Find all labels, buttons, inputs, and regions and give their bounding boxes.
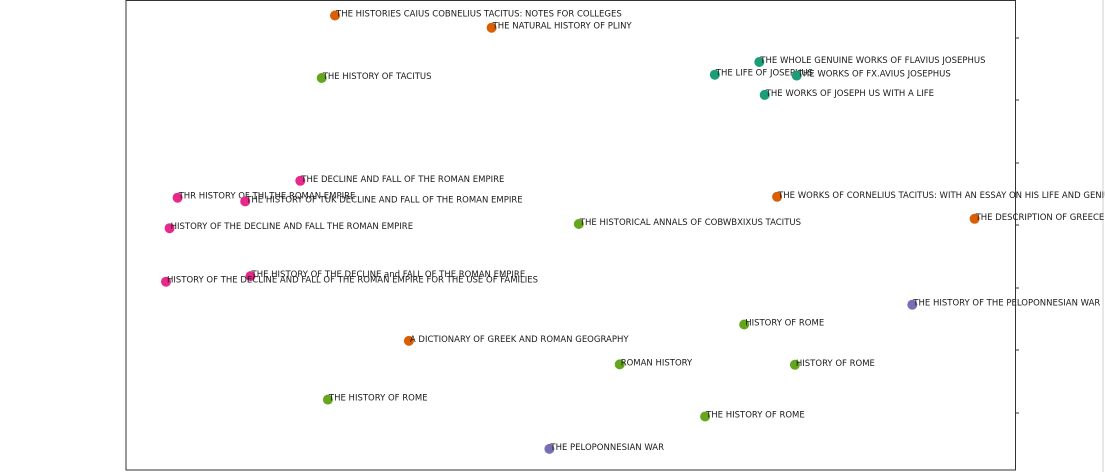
point-label: THE WORKS OF JOSEPH US WITH A LIFE (765, 89, 934, 99)
data-point (789, 359, 800, 370)
point-label: THE HISTORY OF ROME (328, 394, 428, 404)
point-label: HISTORY OF THE DECLINE AND FALL THE ROMA… (171, 222, 414, 232)
point-label: THE HISTORY OF THE PELOPONNESIAN WAR (912, 299, 1100, 309)
data-point (330, 10, 340, 21)
data-point (295, 175, 306, 186)
data-point (172, 192, 183, 203)
data-point (969, 213, 980, 224)
data-point (240, 196, 251, 207)
point-label: HISTORY OF ROME (796, 359, 875, 369)
data-point (316, 73, 327, 83)
point-label: THE HISTORY OF THE DECLINE and FALL OF T… (251, 270, 526, 280)
data-point (573, 219, 584, 229)
data-point (700, 411, 711, 422)
data-points: THE HISTORIES CAIUS COBNELIUS TACITUS: N… (161, 10, 1105, 454)
point-label: THE HISTORY OF TUK DECLINE AND FALL OF T… (245, 195, 522, 205)
data-point (486, 22, 497, 33)
point-label: THE LIFE OF JOSEPHUS (715, 69, 813, 79)
right-axis-ticks (1015, 37, 1019, 414)
point-label: THE HISTORIES CAIUS COBNELIUS TACITUS: N… (335, 10, 622, 20)
data-point (739, 319, 750, 330)
point-label: THE DESCRIPTION OF GREECE (975, 213, 1105, 223)
data-point (544, 443, 555, 454)
point-label: THE HISTORICAL ANNALS OF COBWBXIXUS TACI… (579, 218, 801, 228)
point-label: THE WHOLE GENUINE WORKS OF FLAVIUS JOSEP… (759, 56, 985, 66)
point-label: HISTORY OF ROME (745, 319, 824, 329)
point-label: THE HISTORY OF TACITUS (322, 72, 432, 82)
point-label: THR HISTORY OF THI THE ROMAN EMPIRE (178, 192, 356, 202)
point-label: THE HISTORY OF ROME (705, 411, 805, 421)
data-point (772, 191, 783, 202)
point-label: THE PELOPONNESIAN WAR (549, 443, 664, 453)
data-point (245, 271, 256, 282)
point-label: THE WORKS OF CORNELIUS TACITUS: WITH AN … (777, 191, 1105, 201)
data-point (164, 223, 175, 234)
point-label: ROMAN HISTORY (621, 358, 693, 368)
data-point (791, 70, 802, 81)
point-label: HISTORY OF THE DECLINE AND FALL OF THE R… (167, 276, 538, 286)
data-point (754, 57, 765, 67)
data-point (614, 359, 625, 370)
point-label: A DICTIONARY OF GREEK AND ROMAN GEOGRAPH… (410, 335, 629, 345)
data-point (907, 299, 918, 310)
data-point (322, 394, 333, 405)
data-point (161, 276, 171, 287)
data-point (403, 335, 414, 346)
point-label: THE DECLINE AND FALL OF THE ROMAN EMPIRE (300, 175, 504, 185)
plot-area-frame (125, 0, 1016, 471)
data-point (709, 69, 720, 80)
point-label: THE NATURAL HISTORY OF PLINY (492, 22, 633, 32)
point-label: THE WORKS OF FX.AVIUS JOSEPHUS (797, 70, 951, 80)
data-point (759, 89, 770, 100)
